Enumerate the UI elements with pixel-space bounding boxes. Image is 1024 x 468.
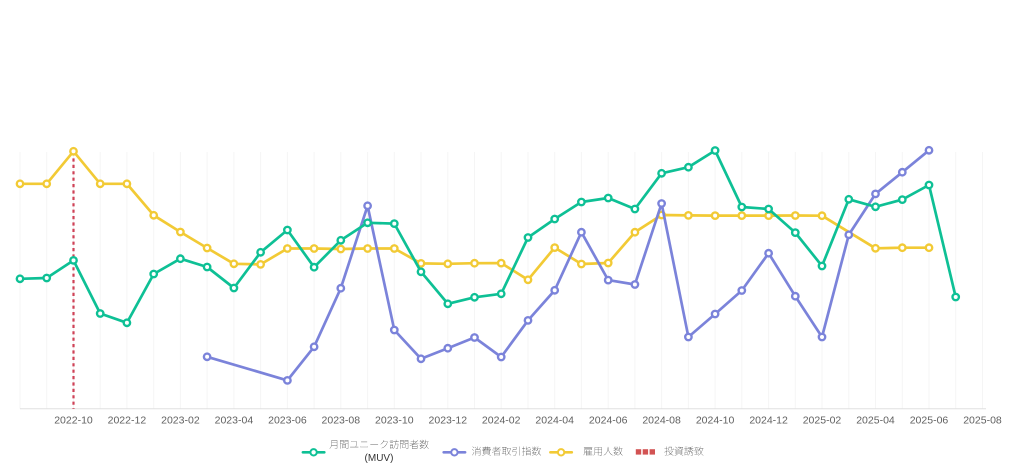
svg-text:2024-04: 2024-04 <box>535 415 574 427</box>
svg-text:2023-04: 2023-04 <box>215 415 254 427</box>
svg-text:2025-06: 2025-06 <box>910 415 949 427</box>
svg-text:2025-02: 2025-02 <box>803 415 842 427</box>
svg-text:2022-10: 2022-10 <box>54 415 93 427</box>
svg-text:(MUV): (MUV) <box>365 453 394 464</box>
svg-text:2024-02: 2024-02 <box>482 415 521 427</box>
svg-text:2024-06: 2024-06 <box>589 415 628 427</box>
svg-text:2022-12: 2022-12 <box>108 415 147 427</box>
svg-text:2023-08: 2023-08 <box>322 415 361 427</box>
svg-text:2023-02: 2023-02 <box>161 415 200 427</box>
svg-text:2023-06: 2023-06 <box>268 415 307 427</box>
svg-text:2023-10: 2023-10 <box>375 415 414 427</box>
svg-text:2023-12: 2023-12 <box>429 415 468 427</box>
svg-text:2024-12: 2024-12 <box>749 415 788 427</box>
svg-text:2025-04: 2025-04 <box>856 415 895 427</box>
svg-text:2024-08: 2024-08 <box>642 415 681 427</box>
svg-text:2025-08: 2025-08 <box>963 415 1002 427</box>
svg-text:2024-10: 2024-10 <box>696 415 735 427</box>
